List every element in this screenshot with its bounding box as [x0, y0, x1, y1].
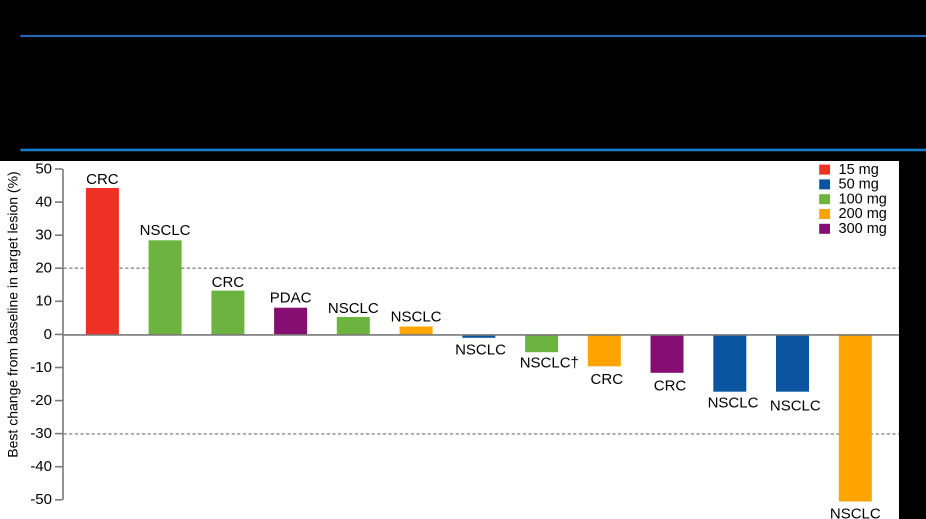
svg-text:CRC: CRC: [86, 171, 119, 188]
svg-text:100 mg: 100 mg: [839, 191, 887, 207]
svg-text:NSCLC: NSCLC: [455, 342, 506, 359]
svg-text:-10: -10: [30, 359, 52, 376]
svg-text:300 mg: 300 mg: [839, 221, 887, 237]
svg-text:CRC: CRC: [654, 378, 687, 395]
svg-text:15 mg: 15 mg: [839, 162, 879, 178]
svg-text:40: 40: [35, 194, 52, 211]
svg-text:NSCLC: NSCLC: [391, 309, 442, 326]
svg-text:Best change from baseline in t: Best change from baseline in target lesi…: [5, 171, 21, 457]
svg-text:NSCLC: NSCLC: [708, 395, 759, 412]
svg-text:200 mg: 200 mg: [839, 206, 887, 222]
svg-text:NSCLC: NSCLC: [770, 398, 821, 415]
svg-text:PDAC: PDAC: [270, 290, 312, 307]
svg-text:NSCLC: NSCLC: [830, 506, 881, 519]
svg-text:-30: -30: [30, 425, 52, 442]
svg-text:-20: -20: [30, 392, 52, 409]
svg-text:CRC: CRC: [591, 371, 624, 388]
svg-text:NSCLC: NSCLC: [328, 300, 379, 317]
svg-text:50 mg: 50 mg: [839, 177, 879, 193]
svg-text:CRC: CRC: [212, 274, 245, 291]
svg-text:20: 20: [35, 260, 52, 277]
svg-text:50: 50: [35, 160, 52, 177]
svg-text:-50: -50: [30, 491, 52, 508]
svg-text:10: 10: [35, 293, 52, 310]
svg-text:30: 30: [35, 227, 52, 244]
svg-text:-40: -40: [30, 458, 52, 475]
svg-text:NSCLC†: NSCLC†: [520, 355, 579, 372]
svg-text:0: 0: [44, 326, 52, 343]
svg-text:NSCLC: NSCLC: [140, 222, 191, 239]
